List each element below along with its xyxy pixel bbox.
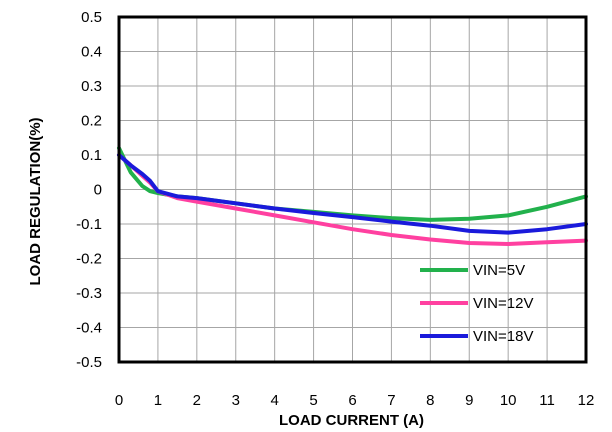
x-tick-label: 7: [387, 392, 395, 409]
y-tick-label: 0.1: [81, 147, 102, 164]
x-tick-label: 11: [539, 392, 555, 409]
y-tick-label: 0.3: [81, 78, 102, 95]
y-tick-label: 0: [94, 182, 102, 199]
legend-label: VIN=5V: [473, 262, 525, 279]
y-tick-label: -0.2: [76, 251, 102, 268]
chart-series-group: [117, 146, 588, 246]
chart-legend: VIN=5V VIN=12V VIN=18V: [420, 262, 533, 345]
x-tick-label: 4: [270, 392, 278, 409]
x-tick-label: 6: [348, 392, 356, 409]
y-tick-label: -0.3: [76, 285, 102, 302]
y-tick-label: -0.1: [76, 216, 102, 233]
x-tick-label: 1: [154, 392, 162, 409]
x-axis-tick-labels: 0 1 2 3 4 5 6 7 8 9 10 11 12: [115, 392, 595, 409]
x-tick-label: 2: [193, 392, 201, 409]
x-tick-label: 10: [500, 392, 517, 409]
x-tick-label: 3: [232, 392, 240, 409]
x-tick-label: 5: [309, 392, 317, 409]
y-tick-label: 0.2: [81, 113, 102, 130]
y-tick-label: -0.4: [76, 320, 102, 337]
plot-area-frame: [117, 15, 588, 364]
series-line-3: [117, 153, 588, 235]
y-tick-label: 0.5: [81, 9, 102, 26]
y-axis-tick-labels: 0.5 0.4 0.3 0.2 0.1 0 -0.1 -0.2 -0.3 -0.4 -0.5: [76, 9, 102, 371]
y-tick-label: 0.4: [81, 44, 102, 61]
y-tick-label: -0.5: [76, 354, 102, 371]
x-tick-label: 12: [578, 392, 595, 409]
legend-label: VIN=18V: [473, 328, 533, 345]
x-tick-label: 8: [426, 392, 434, 409]
y-axis-title: LOAD REGULATION(%): [27, 117, 44, 285]
x-tick-label: 9: [465, 392, 473, 409]
x-tick-label: 0: [115, 392, 123, 409]
x-axis-title: LOAD CURRENT (A): [279, 412, 424, 429]
legend-label: VIN=12V: [473, 295, 533, 312]
